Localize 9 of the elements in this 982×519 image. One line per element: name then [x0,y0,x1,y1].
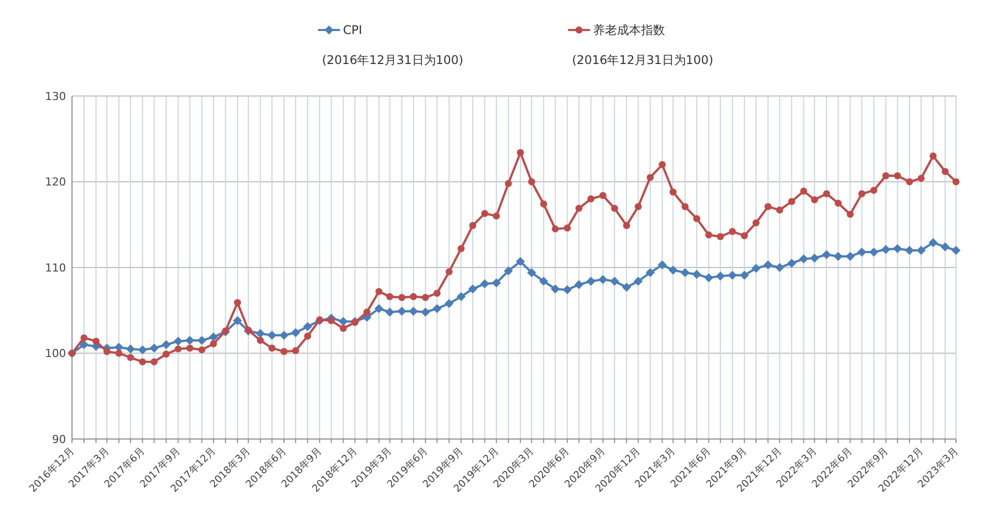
legend-label: CPI [343,23,362,38]
y-tick-label: 120 [45,176,66,189]
text: (2016年12月31日为100) [322,53,464,68]
y-tick-label: 90 [52,432,66,446]
y-tick-label: 100 [45,347,66,360]
legend-label: 养老成本指数 [593,23,665,38]
y-tick-label: 130 [45,90,66,103]
text: (2016年12月31日为100) [572,53,714,68]
y-tick-label: 110 [45,261,66,274]
